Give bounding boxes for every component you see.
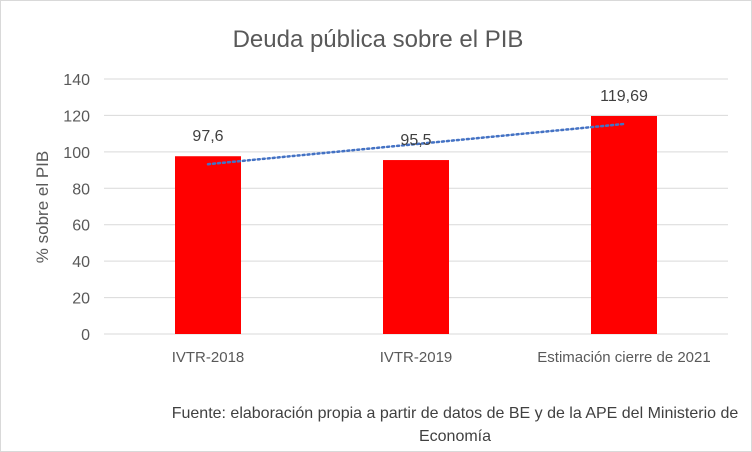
y-tick-label: 120 [63, 108, 90, 125]
bars [175, 115, 657, 334]
y-tick-label: 0 [81, 327, 90, 344]
labels: 0 20 40 60 80 100 120 140 97,6 IVTR-2018 95,5 IVTR-… [63, 72, 710, 366]
trendline-layer [206, 122, 626, 166]
y-tick-label: 40 [72, 254, 90, 271]
y-tick-label: 20 [72, 291, 90, 308]
y-tick-label: 100 [63, 145, 90, 162]
bar [591, 115, 657, 334]
x-tick-label: IVTR-2019 [380, 349, 453, 366]
data-label: 95,5 [400, 132, 431, 149]
bar [383, 160, 449, 334]
y-tick-label: 60 [72, 218, 90, 235]
y-tick-label: 80 [72, 181, 90, 198]
source-note: Fuente: elaboración propia a partir de d… [171, 405, 739, 445]
bar [175, 156, 241, 334]
x-tick-label: Estimación cierre de 2021 [537, 349, 710, 366]
y-tick-label: 140 [63, 72, 90, 89]
data-label: 119,69 [600, 88, 648, 105]
bar-chart: Deuda pública sobre el PIB % sobre el PI… [33, 26, 728, 366]
x-tick-label: IVTR-2018 [172, 349, 245, 366]
data-label: 97,6 [192, 128, 223, 145]
trendline [206, 122, 626, 166]
y-axis-label: % sobre el PIB [33, 151, 52, 263]
chart-title: Deuda pública sobre el PIB [233, 26, 524, 53]
